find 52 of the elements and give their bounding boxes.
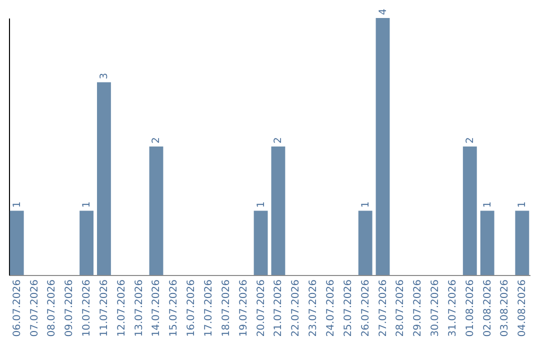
x-tick-label: 29.07.2026 (412, 280, 424, 337)
x-tick-label: 19.07.2026 (238, 280, 250, 337)
x-tick-label: 21.07.2026 (273, 280, 284, 337)
x-tick-label: 26.07.2026 (360, 280, 372, 337)
bar (376, 18, 390, 275)
bar (271, 146, 286, 275)
x-tick-label: 03.08.2026 (500, 280, 511, 337)
x-tick-label: 08.07.2026 (46, 280, 58, 337)
bar (10, 210, 24, 275)
x-tick-label: 25.07.2026 (342, 280, 354, 337)
data-label: 1 (256, 201, 267, 208)
x-tick-label: 22.07.2026 (290, 280, 302, 337)
data-label: 1 (482, 201, 494, 208)
x-tick-label: 23.07.2026 (308, 280, 320, 337)
x-tick-label: 01.08.2026 (464, 280, 476, 337)
x-tick-label: 17.07.2026 (204, 280, 215, 337)
x-tick-label: 24.07.2026 (325, 280, 336, 337)
bar (462, 146, 477, 275)
bar (515, 210, 530, 275)
data-label: 1 (82, 201, 93, 208)
x-tick-label: 02.08.2026 (482, 280, 494, 337)
data-label: 1 (517, 201, 528, 208)
x-tick-label: 12.07.2026 (116, 280, 128, 337)
data-label: 4 (378, 8, 389, 15)
x-tick-label: 10.07.2026 (82, 280, 93, 337)
x-tick-label: 18.07.2026 (220, 280, 232, 337)
x-tick-label: 06.07.2026 (12, 280, 23, 337)
x-tick-label: 09.07.2026 (64, 280, 76, 337)
x-tick-label: 13.07.2026 (134, 280, 145, 337)
x-tick-label: 30.07.2026 (430, 280, 442, 337)
bar (80, 210, 94, 275)
x-tick-label: 07.07.2026 (29, 280, 40, 337)
x-tick-label: 14.07.2026 (151, 280, 162, 337)
x-tick-label: 20.07.2026 (256, 280, 267, 337)
bar (96, 82, 111, 275)
x-tick-label: 28.07.2026 (395, 280, 406, 337)
data-label: 2 (151, 137, 162, 144)
data-label: 2 (464, 137, 476, 144)
x-tick-label: 31.07.2026 (447, 280, 458, 337)
data-label: 1 (360, 201, 372, 208)
data-label: 3 (98, 72, 110, 80)
bar (480, 210, 494, 275)
data-label: 1 (12, 201, 23, 208)
bar (254, 210, 268, 275)
bar (358, 210, 372, 275)
x-tick-label: 11.07.2026 (98, 280, 110, 337)
x-tick-label: 15.07.2026 (168, 280, 180, 337)
x-tick-label: 04.08.2026 (517, 280, 528, 337)
data-label: 2 (273, 137, 284, 144)
bar (149, 146, 164, 275)
x-tick-label: 16.07.2026 (186, 280, 198, 337)
x-tick-label: 27.07.2026 (378, 280, 389, 337)
